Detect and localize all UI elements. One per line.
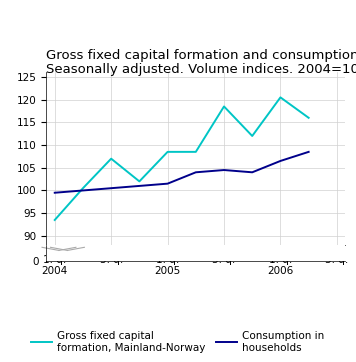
- Consumption in
households: [307, 150, 311, 154]
- Consumption in
households: [194, 170, 198, 174]
- Gross fixed capital
formation, Mainland-Norway: [194, 150, 198, 154]
- Gross fixed capital
formation, Mainland-Norway: [278, 95, 283, 100]
- Gross fixed capital
formation, Mainland-Norway: [109, 156, 113, 161]
- Gross fixed capital
formation, Mainland-Norway: [222, 104, 226, 109]
- Line: Consumption in
households: Consumption in households: [55, 152, 309, 193]
- Gross fixed capital
formation, Mainland-Norway: [137, 179, 142, 184]
- Consumption in
households: [222, 168, 226, 172]
- Consumption in
households: [53, 190, 57, 195]
- Consumption in
households: [250, 170, 254, 174]
- Gross fixed capital
formation, Mainland-Norway: [81, 186, 85, 190]
- Text: Gross fixed capital formation and consumption.: Gross fixed capital formation and consum…: [46, 49, 356, 62]
- Consumption in
households: [166, 181, 170, 186]
- Consumption in
households: [278, 159, 283, 163]
- Gross fixed capital
formation, Mainland-Norway: [53, 218, 57, 222]
- Gross fixed capital
formation, Mainland-Norway: [166, 150, 170, 154]
- Consumption in
households: [137, 184, 142, 188]
- Gross fixed capital
formation, Mainland-Norway: [250, 134, 254, 138]
- Text: Seasonally adjusted. Volume indices. 2004=100: Seasonally adjusted. Volume indices. 200…: [46, 63, 356, 76]
- Consumption in
households: [109, 186, 113, 190]
- Legend: Gross fixed capital
formation, Mainland-Norway, Consumption in
households: Gross fixed capital formation, Mainland-…: [27, 327, 329, 357]
- Consumption in
households: [81, 188, 85, 193]
- Line: Gross fixed capital
formation, Mainland-Norway: Gross fixed capital formation, Mainland-…: [55, 97, 309, 220]
- Gross fixed capital
formation, Mainland-Norway: [307, 115, 311, 120]
